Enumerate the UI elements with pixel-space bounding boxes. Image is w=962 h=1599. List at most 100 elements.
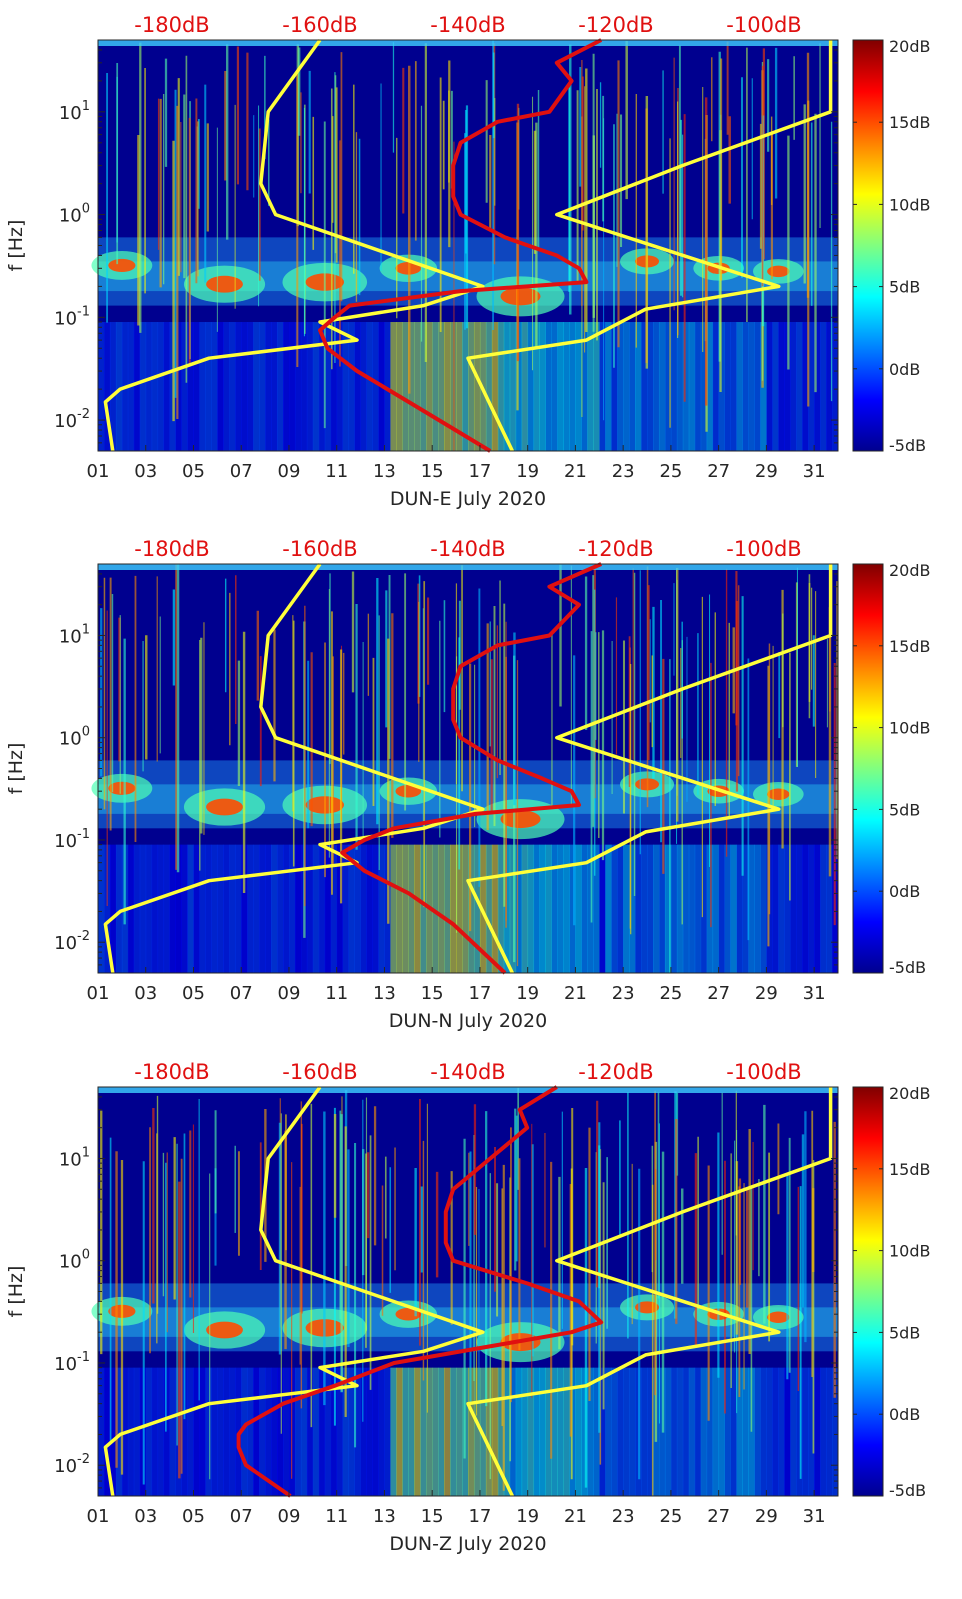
lowfreq-column (390, 1367, 397, 1496)
lowfreq-column (265, 322, 272, 451)
x-tick-label: 13 (373, 1506, 396, 1527)
lowfreq-column (253, 1367, 260, 1496)
lowfreq-column (348, 844, 356, 973)
x-tick-label: 13 (373, 461, 396, 482)
lowfreq-column (503, 844, 511, 973)
lowfreq-column (569, 322, 576, 451)
lowfreq-column (802, 1367, 809, 1496)
lowfreq-column (438, 322, 445, 451)
lowfreq-column (724, 322, 731, 451)
lowfreq-column (283, 844, 290, 973)
lowfreq-column (115, 844, 123, 973)
lowfreq-column (271, 1367, 278, 1496)
lowfreq-column (557, 844, 564, 973)
lowfreq-column (515, 322, 523, 451)
lowfreq-column (629, 1367, 636, 1496)
lowfreq-column (390, 322, 397, 451)
energy-blob-core (767, 788, 790, 800)
lowfreq-column (682, 322, 690, 451)
colorbar-label: 10dB (889, 1242, 931, 1261)
lowfreq-column (539, 322, 546, 451)
lowfreq-column (318, 1367, 326, 1496)
lowfreq-column (545, 322, 552, 451)
top-db-label: -160dB (282, 13, 357, 37)
x-tick-label: 27 (707, 983, 730, 1004)
lowfreq-column (641, 1367, 648, 1496)
lowfreq-column (288, 322, 296, 451)
energy-blob-core (395, 784, 422, 798)
lowfreq-column (336, 322, 344, 451)
x-tick-label: 07 (230, 461, 253, 482)
nhnm-curve (466, 1087, 833, 1497)
lowfreq-column (115, 322, 123, 451)
lowfreq-column (784, 844, 791, 973)
colorbar-label: 15dB (889, 1160, 931, 1179)
nhnm-curve (466, 40, 833, 452)
lowfreq-column (808, 1367, 815, 1496)
lowfreq-column (283, 1367, 290, 1496)
lowfreq-column (103, 844, 111, 973)
lowfreq-column (742, 844, 749, 973)
lowfreq-column (229, 844, 236, 973)
lowfreq-column (641, 322, 648, 451)
lowfreq-column (366, 322, 373, 451)
x-tick-label: 01 (87, 461, 110, 482)
x-axis-title: DUN-E July 2020 (390, 488, 546, 510)
lowfreq-column (456, 1367, 463, 1496)
lowfreq-column (670, 844, 678, 973)
top-db-label: -100dB (726, 13, 801, 37)
x-tick-label: 31 (803, 983, 826, 1004)
lowfreq-column (223, 844, 230, 973)
lowfreq-column (259, 1367, 266, 1496)
lowfreq-column (700, 322, 708, 451)
lowfreq-column (157, 1367, 165, 1496)
lowfreq-column (635, 844, 642, 973)
lowfreq-column (664, 844, 672, 973)
lowfreq-column (599, 322, 606, 451)
high-frequency-band (98, 564, 838, 570)
x-tick-label: 25 (659, 983, 682, 1004)
lowfreq-column (312, 844, 320, 973)
lowfreq-column (396, 322, 403, 451)
lowfreq-column (193, 844, 200, 973)
lowfreq-column (456, 844, 463, 973)
x-tick-label: 21 (564, 983, 587, 1004)
lowfreq-column (748, 844, 755, 973)
lowfreq-column (265, 1367, 272, 1496)
lowfreq-column (778, 1367, 785, 1496)
lowfreq-column (360, 322, 367, 451)
lowfreq-column (408, 844, 415, 973)
lowfreq-column (545, 844, 552, 973)
lowfreq-column (139, 322, 147, 451)
top-db-label: -140dB (430, 13, 505, 37)
lowfreq-column (115, 1367, 123, 1496)
lowfreq-column (372, 844, 379, 973)
top-db-label: -100dB (726, 537, 801, 561)
lowfreq-column (98, 322, 105, 451)
lowfreq-column (551, 1367, 558, 1496)
lowfreq-column (157, 844, 165, 973)
lowfreq-column (670, 1367, 678, 1496)
x-tick-label: 13 (373, 983, 396, 1004)
lowfreq-column (569, 844, 576, 973)
lowfreq-column (593, 1367, 600, 1496)
y-tick-label: 101 (59, 622, 90, 647)
x-tick-label: 25 (659, 461, 682, 482)
lowfreq-column (557, 322, 564, 451)
x-tick-label: 19 (516, 461, 539, 482)
lowfreq-column (318, 844, 326, 973)
lowfreq-column (247, 1367, 254, 1496)
x-tick-label: 07 (230, 983, 253, 1004)
lowfreq-column (593, 844, 600, 973)
lowfreq-column (348, 322, 356, 451)
lowfreq-column (402, 322, 409, 451)
colorbar-label: -5dB (889, 436, 926, 455)
lowfreq-column (521, 322, 529, 451)
lowfreq-column (557, 1367, 564, 1496)
lowfreq-column (509, 844, 517, 973)
lowfreq-column (712, 844, 720, 973)
lowfreq-column (348, 1367, 356, 1496)
lowfreq-column (318, 322, 326, 451)
lowfreq-column (312, 322, 320, 451)
lowfreq-column (306, 322, 314, 451)
